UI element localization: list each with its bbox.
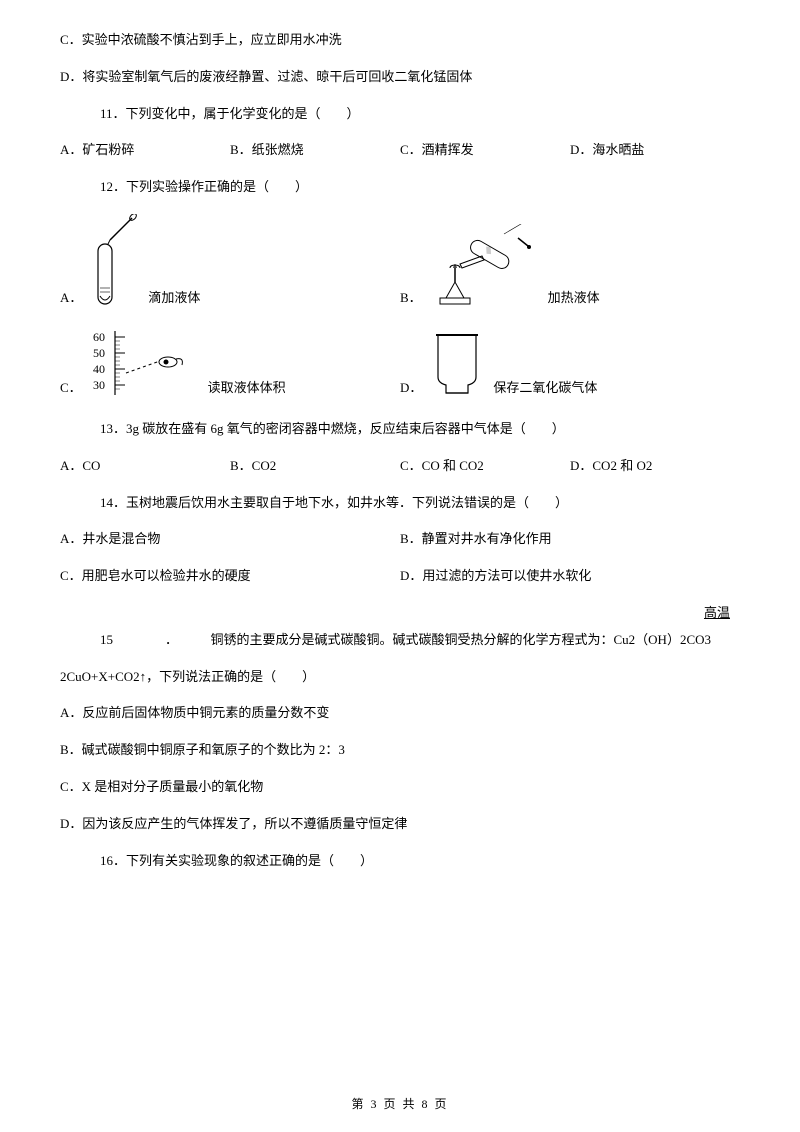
- q12-c-prefix: C．: [60, 378, 82, 399]
- q15-stem1: 15 ． 铜锈的主要成分是碱式碳酸铜。碱式碳酸铜受热分解的化学方程式为：Cu2（…: [60, 630, 740, 651]
- q12-a-label: 滴加液体: [148, 288, 200, 309]
- q12-c-wrap: C． 60 50 40 30: [60, 329, 400, 399]
- q14-options-ab: A．井水是混合物 B．静置对井水有净化作用: [60, 529, 740, 550]
- q15-b: B．碱式碳酸铜中铜原子和氧原子的个数比为 2：3: [60, 740, 740, 761]
- q11-d: D．海水晒盐: [570, 140, 740, 161]
- q13-c: C．CO 和 CO2: [400, 456, 570, 477]
- heating-tube-icon: [430, 224, 540, 309]
- q13-d: D．CO2 和 O2: [570, 456, 740, 477]
- q15-d: D．因为该反应产生的气体挥发了，所以不遵循质量守恒定律: [60, 814, 740, 835]
- q13-stem: 13．3g 碳放在盛有 6g 氧气的密闭容器中燃烧，反应结束后容器中气体是（ ）: [60, 419, 740, 440]
- option-c-text: C．实验中浓硫酸不慎沾到手上，应立即用水冲洗: [60, 30, 740, 51]
- q12-a-prefix: A．: [60, 288, 82, 309]
- q12-stem: 12．下列实验操作正确的是（ ）: [60, 177, 740, 198]
- q11-b: B．纸张燃烧: [230, 140, 400, 161]
- q12-d-prefix: D．: [400, 378, 422, 399]
- q15-stem2: 2CuO+X+CO2↑，下列说法正确的是（ ）: [60, 667, 740, 688]
- q12-c-label: 读取液体体积: [208, 378, 286, 399]
- q14-options-cd: C．用肥皂水可以检验井水的硬度 D．用过滤的方法可以使井水软化: [60, 566, 740, 587]
- mark-30: 30: [93, 378, 105, 392]
- mark-60: 60: [93, 330, 105, 344]
- q12-b-wrap: B． 加热液体: [400, 224, 740, 309]
- q12-a-wrap: A． 滴加液体: [60, 214, 400, 309]
- q13-b: B．CO2: [230, 456, 400, 477]
- q11-c: C．酒精挥发: [400, 140, 570, 161]
- q13-a: A．CO: [60, 456, 230, 477]
- q11-a: A．矿石粉碎: [60, 140, 230, 161]
- q14-b: B．静置对井水有净化作用: [400, 529, 740, 550]
- mark-50: 50: [93, 346, 105, 360]
- q12-b-label: 加热液体: [548, 288, 600, 309]
- q12-d-label: 保存二氧化碳气体: [493, 378, 597, 399]
- dropper-tube-icon: [90, 214, 140, 309]
- q15-c: C．X 是相对分子质量最小的氧化物: [60, 777, 740, 798]
- high-temp-label: 高温: [60, 603, 740, 624]
- q13-options: A．CO B．CO2 C．CO 和 CO2 D．CO2 和 O2: [60, 456, 740, 477]
- mark-40: 40: [93, 362, 105, 376]
- q11-options: A．矿石粉碎 B．纸张燃烧 C．酒精挥发 D．海水晒盐: [60, 140, 740, 161]
- q11-stem: 11．下列变化中，属于化学变化的是（ ）: [60, 104, 740, 125]
- q12-b-prefix: B．: [400, 288, 422, 309]
- option-d-text: D．将实验室制氧气后的废液经静置、过滤、晾干后可回收二氧化锰固体: [60, 67, 740, 88]
- q12-row-cd: C． 60 50 40 30: [60, 329, 740, 399]
- q14-a: A．井水是混合物: [60, 529, 400, 550]
- q16-stem: 16．下列有关实验现象的叙述正确的是（ ）: [60, 851, 740, 872]
- q14-stem: 14．玉树地震后饮用水主要取自于地下水，如井水等．下列说法错误的是（ ）: [60, 493, 740, 514]
- cylinder-read-icon: 60 50 40 30: [90, 329, 200, 399]
- q12-row-ab: A． 滴加液体 B．: [60, 214, 740, 309]
- q15-a: A．反应前后固体物质中铜元素的质量分数不变: [60, 703, 740, 724]
- q14-d: D．用过滤的方法可以使井水软化: [400, 566, 740, 587]
- gas-bottle-icon: [430, 329, 485, 399]
- q12-d-wrap: D． 保存二氧化碳气体: [400, 329, 740, 399]
- page-footer: 第 3 页 共 8 页: [0, 1095, 800, 1114]
- q14-c: C．用肥皂水可以检验井水的硬度: [60, 566, 400, 587]
